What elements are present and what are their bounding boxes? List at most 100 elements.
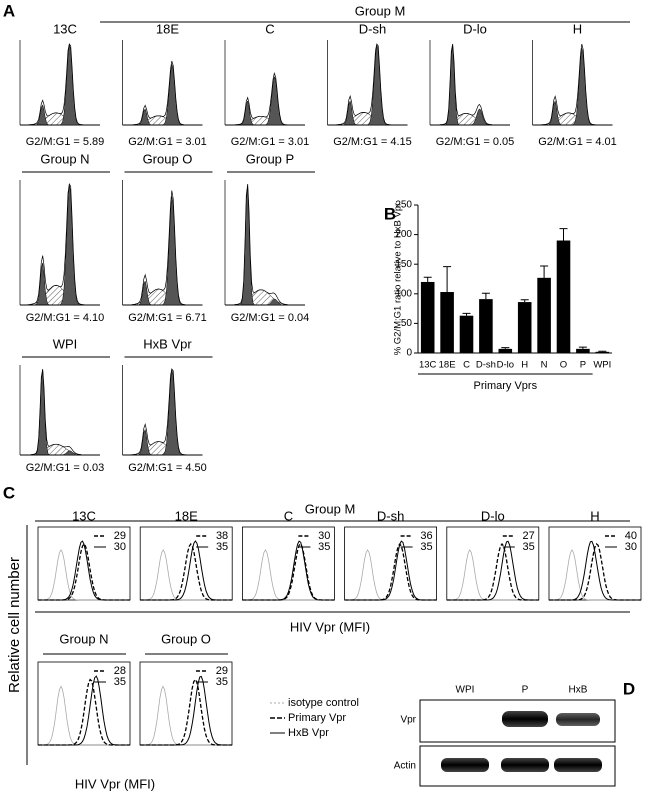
primary-curve [140, 678, 232, 746]
hatched-s-phase [225, 116, 305, 126]
x-tick-label: P [580, 360, 586, 371]
bar [595, 351, 610, 353]
bar [479, 299, 493, 353]
hxb-curve [549, 540, 641, 601]
ratio: G2/M:G1 = 4.01 [538, 136, 617, 148]
hatched-s-phase [327, 112, 408, 126]
hxb-curve [242, 540, 335, 601]
hatched-s-phase [20, 285, 100, 306]
plot-title: Group P [246, 151, 294, 166]
band-actin [501, 758, 549, 772]
hxb-curve [446, 540, 539, 601]
envelope [20, 368, 100, 456]
hxb-mfi: 35 [216, 541, 228, 553]
error-bar [443, 266, 452, 293]
hatched-s-phase [20, 443, 100, 456]
hxb-curve [140, 540, 233, 601]
row-label: Actin [394, 761, 416, 772]
ratio: G2/M:G1 = 4.50 [128, 462, 207, 474]
plot-title: HxB Vpr [143, 336, 192, 351]
plot-title: D-sh [377, 508, 404, 523]
hatched-s-phase [225, 289, 305, 306]
bar [517, 302, 532, 353]
plot-title: 13C [53, 21, 77, 36]
bar [459, 315, 474, 353]
hatched-s-phase [430, 113, 510, 126]
ratio: G2/M:G1 = 0.03 [26, 462, 105, 474]
x-tick-label: N [541, 360, 548, 371]
primary-mfi: 40 [625, 530, 637, 542]
error-bar [520, 299, 529, 303]
group-title: Group M [305, 501, 356, 516]
y-tick-label: 0 [406, 348, 412, 359]
envelope [122, 60, 203, 126]
legend-label: isotype control [288, 697, 359, 709]
row-label: Vpr [400, 715, 416, 726]
plot-title: D-sh [359, 21, 386, 36]
plot-title: Group O [143, 151, 193, 166]
primary-mfi: 36 [420, 530, 432, 542]
hxb-mfi: 30 [625, 541, 637, 553]
envelope [532, 43, 613, 126]
ratio: G2/M:G1 = 5.89 [26, 136, 105, 148]
lane-label: P [522, 685, 529, 696]
envelope [122, 190, 203, 306]
lane-label: HxB [569, 685, 588, 696]
band-actin [554, 758, 602, 772]
panel-label: B [384, 204, 396, 223]
plot-title: D-lo [481, 508, 505, 523]
plot-title: D-lo [463, 21, 487, 36]
hxb-mfi: 35 [318, 541, 330, 553]
x-tick-label: O [560, 360, 567, 371]
g2-peak [122, 64, 203, 126]
ratio: G2/M:G1 = 3.01 [231, 136, 310, 148]
primary-curve [38, 678, 130, 746]
y-axis-title: % G2/M:G1 ratio relative to HxB Vpr [393, 203, 404, 356]
ratio: G2/M:G1 = 0.04 [231, 312, 310, 324]
primary-mfi: 29 [216, 665, 228, 677]
legend-label: Primary Vpr [288, 712, 346, 724]
error-bar [578, 346, 587, 349]
error-bar [462, 312, 471, 316]
primary-mfi: 38 [216, 530, 228, 542]
error-bar [598, 350, 607, 352]
bar [556, 240, 571, 353]
g1-peak [430, 44, 510, 126]
panel-label: D [623, 679, 635, 698]
plot-title: 18E [175, 508, 198, 523]
hxb-curve [344, 540, 437, 601]
plot-title: WPI [53, 336, 78, 351]
plot-title: Group O [161, 631, 211, 646]
hxb-mfi: 35 [114, 676, 126, 688]
band-actin [441, 758, 489, 772]
x-tick-label: WPI [593, 360, 611, 371]
hxb-mfi: 35 [420, 541, 432, 553]
hatched-s-phase [122, 115, 203, 126]
ratio: G2/M:G1 = 6.71 [128, 312, 207, 324]
hatched-s-phase [20, 112, 100, 126]
ratio: G2/M:G1 = 0.05 [436, 136, 515, 148]
plot-title: Group N [40, 151, 89, 166]
plot-title: C [284, 508, 293, 523]
primary-mfi: 30 [318, 530, 330, 542]
primary-mfi: 29 [114, 530, 126, 542]
panel-label: C [3, 483, 15, 502]
envelope [225, 183, 305, 306]
lane-label: WPI [456, 685, 475, 696]
ratio: G2/M:G1 = 3.01 [128, 136, 207, 148]
hxb-mfi: 35 [523, 541, 535, 553]
y-tick-label: 250 [395, 200, 412, 211]
g2-peak [122, 196, 203, 306]
x-tick-label: C [463, 360, 470, 371]
hxb-curve [140, 675, 232, 746]
x-tick-label: D-lo [497, 360, 514, 371]
error-bar [481, 292, 490, 300]
hxb-curve [38, 540, 130, 601]
isotype-curve [446, 549, 539, 601]
envelope [225, 72, 305, 126]
plot-title: H [573, 21, 582, 36]
x-tick-label: 18E [439, 360, 456, 371]
band-vpr-p [502, 711, 548, 727]
error-bar [559, 228, 568, 241]
